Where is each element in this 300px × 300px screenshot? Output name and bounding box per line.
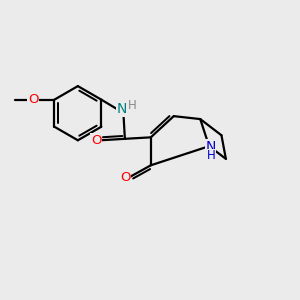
Text: N: N — [117, 102, 128, 116]
Text: H: H — [128, 99, 136, 112]
Text: O: O — [91, 134, 102, 147]
Text: O: O — [120, 171, 130, 184]
Text: H: H — [207, 149, 215, 162]
Text: N: N — [206, 140, 216, 154]
Text: O: O — [28, 93, 38, 106]
